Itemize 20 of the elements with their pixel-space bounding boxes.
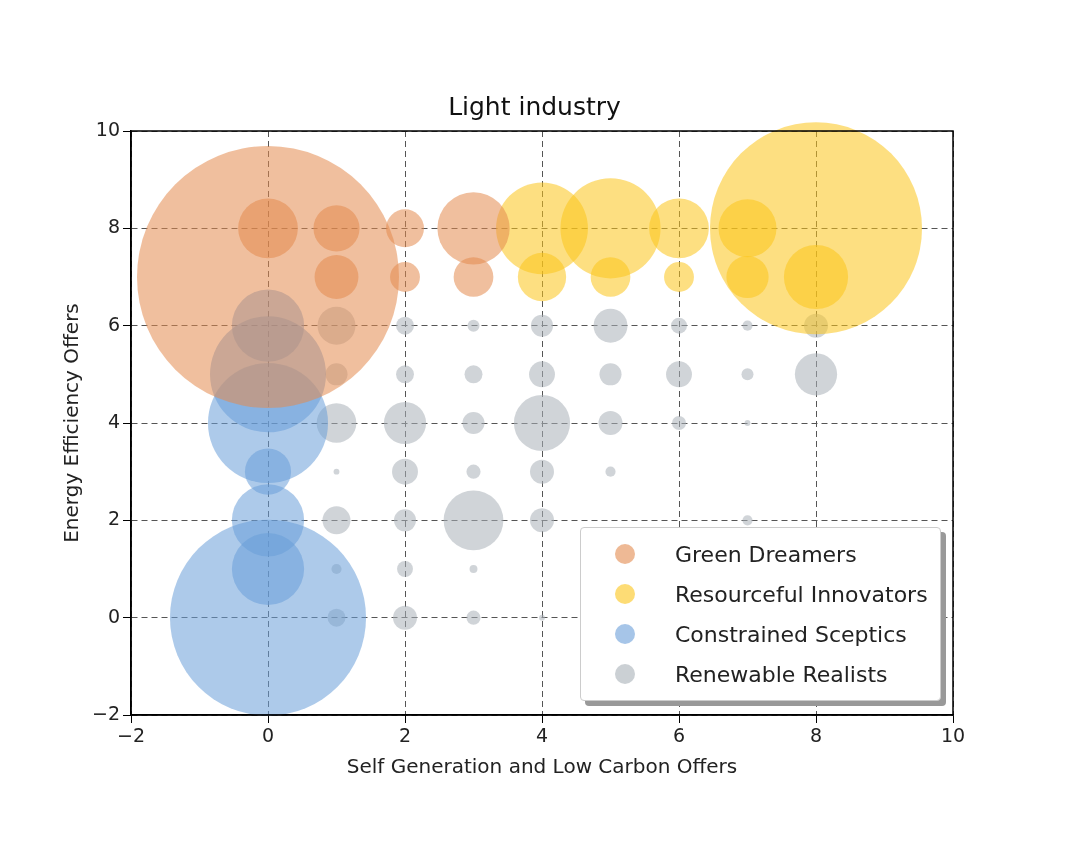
legend-label: Constrained Sceptics <box>675 621 907 647</box>
legend-label: Renewable Realists <box>675 661 888 687</box>
y-axis-title: Energy Efficiency Offers <box>59 303 84 543</box>
chart-title: Light industry <box>448 91 622 121</box>
legend-label: Green Dreamers <box>675 541 857 567</box>
y-tick-label: 8 <box>107 215 120 238</box>
x-tick-label: 4 <box>535 724 549 747</box>
legend-label: Resourceful Innovators <box>675 581 928 607</box>
x-axis-title: Self Generation and Low Carbon Offers <box>346 754 738 778</box>
y-tick-label: 0 <box>107 604 120 627</box>
y-tick-label: 6 <box>107 312 120 335</box>
x-tick-label: 2 <box>398 724 412 747</box>
y-tick-label: −2 <box>91 701 120 724</box>
x-tick-label: 0 <box>261 724 275 747</box>
y-tick-label: 2 <box>107 507 120 530</box>
x-tick-label: 10 <box>940 724 966 747</box>
x-tick-label: 6 <box>672 724 686 747</box>
x-tick-label: 8 <box>809 724 823 747</box>
y-tick-label: 10 <box>95 117 120 140</box>
y-tick-label: 4 <box>107 409 120 432</box>
